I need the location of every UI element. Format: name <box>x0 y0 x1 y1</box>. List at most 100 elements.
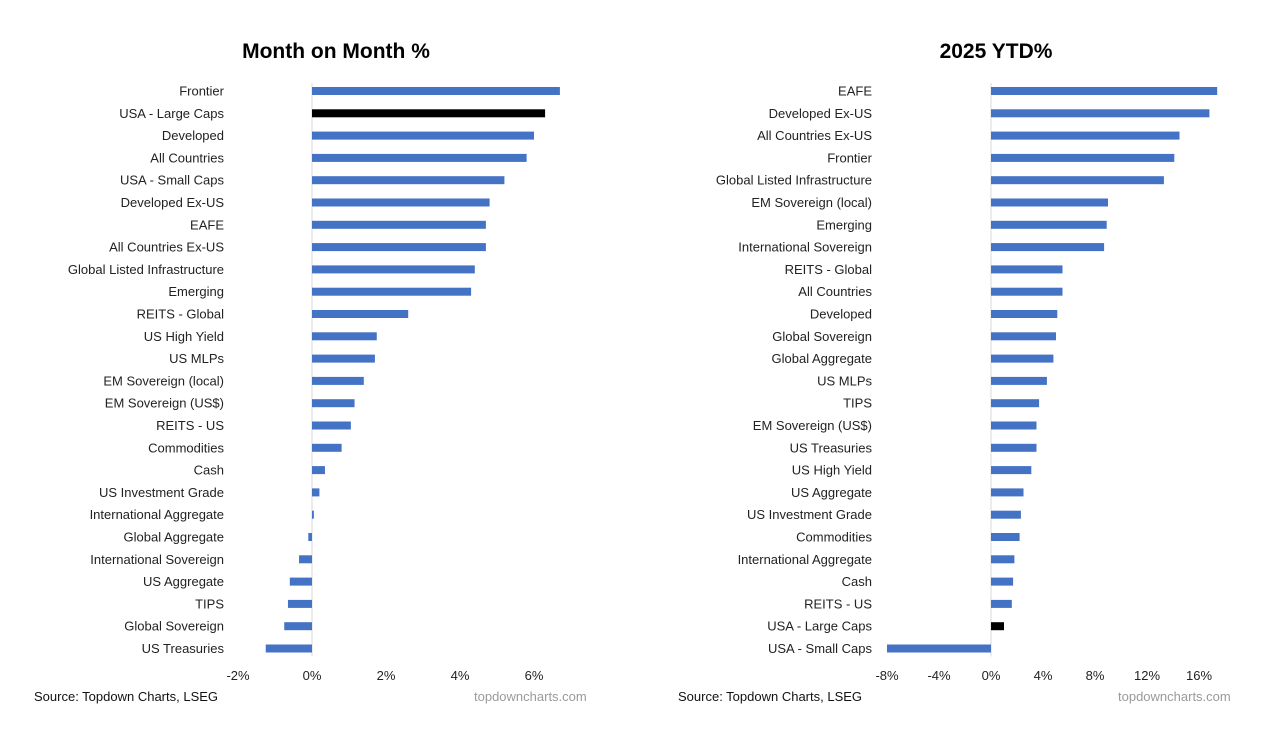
category-label: Developed Ex-US <box>121 195 225 210</box>
bar <box>312 198 490 207</box>
x-tick-label: 0% <box>982 668 1001 683</box>
bar <box>991 265 1063 274</box>
category-label: International Aggregate <box>738 552 872 567</box>
bar <box>312 376 364 385</box>
category-label: US High Yield <box>792 463 872 478</box>
mom-chart-panel: Month on Month % Frontier USA - Large Cap… <box>34 40 587 704</box>
bar <box>991 198 1108 207</box>
bar <box>887 644 991 653</box>
bar <box>312 510 314 519</box>
bar <box>312 310 409 318</box>
category-label: Developed Ex-US <box>769 106 873 121</box>
bar <box>991 510 1021 519</box>
category-label: Cash <box>194 463 224 478</box>
bar <box>991 220 1107 229</box>
x-tick-label: 0% <box>303 668 322 683</box>
category-label: All Countries Ex-US <box>109 240 224 255</box>
bar <box>991 421 1037 430</box>
bar <box>312 443 342 452</box>
category-label: US High Yield <box>144 329 224 344</box>
category-label: Global Aggregate <box>124 530 224 545</box>
ytd-bar-chart: EAFE Developed Ex-US All Countries Ex-US Fr… <box>716 83 1218 683</box>
bar <box>991 399 1040 408</box>
category-label: International Aggregate <box>90 507 224 522</box>
category-label: EM Sovereign (local) <box>751 195 872 210</box>
category-label: TIPS <box>843 396 872 411</box>
x-tick-label: -4% <box>927 668 951 683</box>
category-label: Global Sovereign <box>772 329 872 344</box>
x-tick-label: -2% <box>226 668 250 683</box>
bar <box>991 176 1164 185</box>
category-label: REITS - Global <box>137 307 225 322</box>
chart-title: Month on Month % <box>242 40 430 63</box>
category-label: REITS - Global <box>785 262 873 277</box>
bar <box>312 131 534 140</box>
x-tick-label: -8% <box>875 668 899 683</box>
category-label: Frontier <box>179 84 224 99</box>
bar <box>312 243 486 252</box>
bar <box>991 87 1218 95</box>
x-tick-label: 6% <box>525 668 544 683</box>
category-label: Emerging <box>168 284 224 299</box>
x-tick-label: 16% <box>1186 668 1212 683</box>
bar <box>312 399 355 408</box>
category-label: US Aggregate <box>791 485 872 500</box>
category-label: Commodities <box>148 440 224 455</box>
bar <box>991 622 1004 631</box>
bar <box>312 332 377 341</box>
category-label: REITS - US <box>156 418 224 433</box>
category-label: US Treasuries <box>142 641 225 656</box>
bar <box>308 533 312 541</box>
category-label: USA - Small Caps <box>120 173 225 188</box>
source-note: Source: Topdown Charts, LSEG <box>34 689 219 704</box>
bar <box>312 220 486 229</box>
category-label: All Countries <box>150 150 224 165</box>
category-label: USA - Large Caps <box>119 106 224 121</box>
chart-title: 2025 YTD% <box>939 40 1053 63</box>
category-label: Developed <box>162 128 224 143</box>
category-label: Cash <box>842 574 872 589</box>
category-label: Commodities <box>796 530 872 545</box>
bar <box>991 131 1180 140</box>
bar <box>312 421 351 430</box>
bar <box>299 555 312 564</box>
category-label: US Aggregate <box>143 574 224 589</box>
category-label: US MLPs <box>817 373 872 388</box>
category-label: Frontier <box>827 150 872 165</box>
x-tick-label: 8% <box>1086 668 1105 683</box>
source-note: Source: Topdown Charts, LSEG <box>678 689 863 704</box>
x-tick-label: 2% <box>377 668 396 683</box>
bar <box>991 109 1210 118</box>
bar <box>991 599 1012 608</box>
bar <box>312 87 560 95</box>
ytd-chart-panel: 2025 YTD% EAFE Developed Ex-US All Countri… <box>636 0 1272 732</box>
bar <box>991 376 1047 385</box>
category-label: International Sovereign <box>90 552 224 567</box>
bar <box>312 466 325 475</box>
bar <box>991 153 1175 162</box>
category-label: EM Sovereign (US$) <box>105 396 224 411</box>
bar <box>289 577 312 586</box>
x-tick-label: 4% <box>1034 668 1053 683</box>
bar <box>991 466 1032 475</box>
bar <box>991 243 1105 252</box>
bar <box>991 577 1014 586</box>
bar <box>265 644 312 653</box>
bar <box>991 332 1056 341</box>
bar <box>287 599 312 608</box>
category-label: Global Listed Infrastructure <box>716 173 872 188</box>
bar <box>312 153 527 162</box>
bar <box>991 310 1058 318</box>
bar <box>312 109 546 118</box>
x-tick-label: 12% <box>1134 668 1160 683</box>
bar <box>312 176 505 185</box>
bar <box>991 533 1020 541</box>
category-label: Emerging <box>816 217 872 232</box>
site-credit: topdowncharts.com <box>1118 689 1231 704</box>
category-label: Global Sovereign <box>124 619 224 634</box>
category-label: USA - Small Caps <box>768 641 873 656</box>
category-label: International Sovereign <box>738 240 872 255</box>
category-label: EM Sovereign (local) <box>103 373 224 388</box>
bar <box>312 488 320 497</box>
category-label: Developed <box>810 307 872 322</box>
